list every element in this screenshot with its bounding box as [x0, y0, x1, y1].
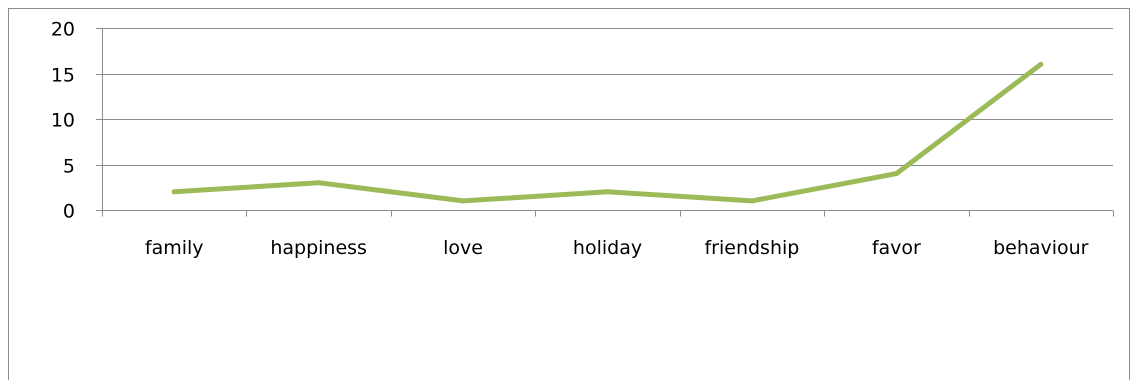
series-line: [174, 64, 1041, 201]
gridlines: [102, 29, 1113, 166]
x-tick-label: love: [443, 237, 483, 259]
x-tick-label: happiness: [270, 237, 367, 259]
series-group: [172, 62, 1044, 204]
x-tick-label: behaviour: [993, 237, 1089, 259]
data-point: [605, 189, 610, 194]
data-point: [1038, 62, 1043, 67]
x-tick-label: friendship: [704, 237, 799, 259]
x-axis-ticks: family happiness love holiday friendship favo…: [103, 211, 1114, 260]
data-point: [749, 198, 754, 203]
x-tick-label: family: [145, 237, 204, 259]
data-point: [172, 189, 177, 194]
data-point: [894, 171, 899, 176]
y-tick-label: 15: [51, 65, 75, 87]
x-tick-label: favor: [872, 237, 921, 259]
y-tick-label: 0: [63, 201, 75, 223]
x-tick-label: holiday: [573, 237, 642, 259]
data-point: [316, 180, 321, 185]
y-tick-label: 5: [63, 156, 75, 178]
y-tick-label: 10: [51, 110, 75, 132]
y-tick-label: 20: [51, 19, 75, 41]
y-axis-ticks: 0 5 10 15 20: [51, 19, 102, 223]
data-point: [461, 198, 466, 203]
